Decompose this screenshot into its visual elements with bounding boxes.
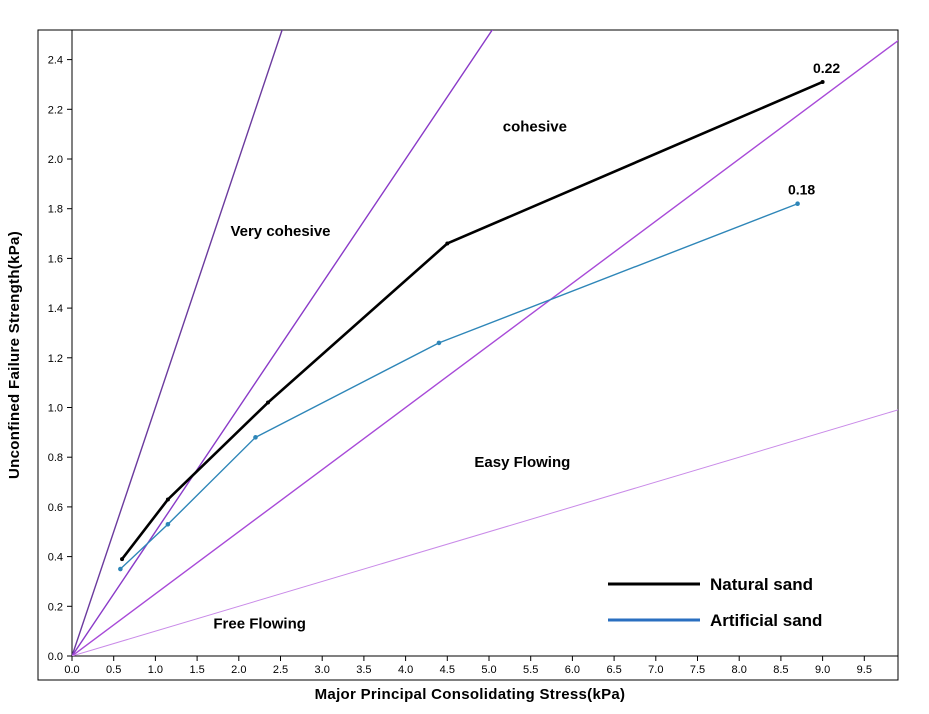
data-point	[820, 79, 825, 84]
x-tick-label: 3.0	[315, 664, 330, 676]
x-tick-label: 9.0	[815, 664, 830, 676]
x-tick-label: 4.0	[398, 664, 413, 676]
y-tick-label: 0.2	[48, 601, 63, 613]
region-label: Free Flowing	[213, 616, 306, 633]
data-point	[265, 400, 270, 405]
legend: Natural sand Artificial sand	[608, 575, 822, 630]
series-end-label: 0.18	[788, 182, 815, 198]
data-point	[795, 201, 800, 207]
x-tick-label: 2.0	[231, 664, 246, 676]
region-label: Very cohesive	[230, 223, 330, 240]
y-tick-label: 0.4	[48, 552, 63, 564]
legend-label: Artificial sand	[710, 611, 822, 630]
data-point	[165, 497, 170, 502]
flow-function-line-ffc-4	[72, 39, 898, 656]
x-tick-label: 9.5	[857, 664, 872, 676]
region-label: cohesive	[503, 119, 567, 136]
y-axis-ticks: 0.0 0.2 0.4 0.6 0.8 1.0 1.2 1.4 1.6 1.8 2.0 2.2 2.4	[48, 55, 72, 663]
y-tick-label: 1.0	[48, 403, 63, 415]
x-axis-title: Major Principal Consolidating Stress(kPa…	[315, 686, 626, 703]
region-labels: Very cohesive cohesive Easy Flowing Free Fl…	[213, 119, 570, 633]
x-tick-label: 0.0	[64, 664, 79, 676]
data-point	[445, 241, 450, 246]
x-tick-label: 6.0	[565, 664, 580, 676]
series-end-labels: 0.22 0.18	[788, 60, 840, 198]
x-tick-label: 2.5	[273, 664, 288, 676]
x-tick-label: 1.5	[189, 664, 204, 676]
legend-label: Natural sand	[710, 575, 813, 594]
y-tick-label: 2.0	[48, 154, 63, 166]
x-axis-ticks: 0.0 0.5 1.0 1.5 2.0 2.5 3.0 3.5 4.0 4.5 5.0 5.5 6.0 6…	[64, 656, 872, 676]
y-tick-label: 0.6	[48, 502, 63, 514]
y-tick-label: 0.8	[48, 452, 63, 464]
y-tick-label: 2.2	[48, 104, 63, 116]
y-axis-title: Unconfined Failure Strength(kPa)	[6, 231, 23, 479]
x-tick-label: 7.0	[648, 664, 663, 676]
y-tick-label: 1.8	[48, 204, 63, 216]
plot-frame	[37, 29, 899, 681]
x-tick-label: 4.5	[440, 664, 455, 676]
x-tick-label: 5.0	[481, 664, 496, 676]
x-tick-label: 7.5	[690, 664, 705, 676]
x-tick-label: 6.5	[606, 664, 621, 676]
data-point	[120, 557, 125, 562]
flow-function-line-ffc-2	[72, 30, 494, 656]
data-point	[118, 566, 123, 572]
series-end-label: 0.22	[813, 60, 840, 76]
flow-function-lines	[72, 30, 898, 656]
y-tick-label: 0.0	[48, 651, 63, 663]
data-point	[165, 521, 171, 527]
x-tick-label: 8.0	[732, 664, 747, 676]
region-label: Easy Flowing	[474, 454, 570, 471]
flow-function-line-ffc-10	[72, 409, 898, 656]
data-series	[118, 79, 825, 572]
data-point	[436, 340, 442, 346]
flow-function-line-ffc-1	[72, 30, 283, 656]
data-point	[253, 435, 258, 440]
y-tick-label: 2.4	[48, 55, 63, 67]
y-tick-label: 1.4	[48, 303, 63, 315]
y-tick-label: 1.6	[48, 253, 63, 265]
y-tick-label: 1.2	[48, 353, 63, 365]
x-tick-label: 0.5	[106, 664, 121, 676]
x-tick-label: 1.0	[148, 664, 163, 676]
x-tick-label: 3.5	[356, 664, 371, 676]
x-tick-label: 8.5	[773, 664, 788, 676]
x-tick-label: 5.5	[523, 664, 538, 676]
